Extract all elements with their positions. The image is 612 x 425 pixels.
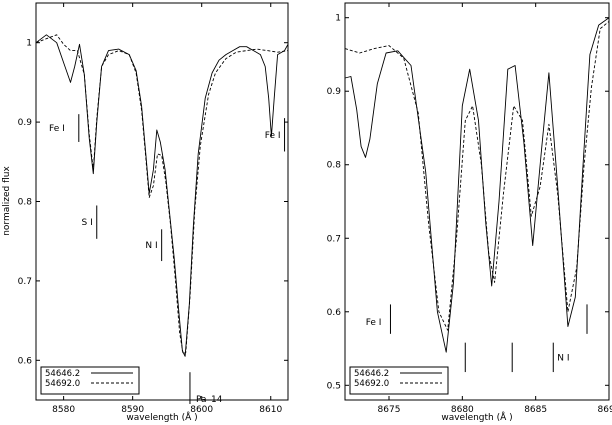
right-legend-entry-label: 54646.2 (354, 369, 389, 379)
right-series-line-solid (344, 17, 610, 353)
right-plot-frame (344, 2, 610, 401)
right-y-tick-label: 0.5 (327, 381, 341, 391)
right-x-tick-label: 8675 (378, 405, 401, 415)
left-x-tick-label: 8580 (52, 405, 75, 415)
left-y-tick-label: 0.9 (18, 118, 33, 128)
left-y-tick-label: 0.7 (18, 277, 32, 287)
right-y-tick-label: 0.7 (327, 234, 341, 244)
left-y-tick-label: 0.8 (18, 198, 33, 208)
left-legend-entry-label: 54692.0 (45, 379, 80, 389)
left-x-axis-label: wavelength (Å ) (126, 411, 197, 423)
left-series-line-dashed (35, 34, 289, 355)
left-y-tick-label: 1 (26, 39, 32, 49)
left-legend-box (40, 366, 140, 395)
left-x-tick-label: 8610 (259, 405, 282, 415)
right-y-tick-label: 0.9 (327, 87, 342, 97)
left-annotation-label: Pa–14 (196, 395, 223, 405)
left-y-axis-label: normalized flux (2, 166, 12, 236)
right-y-tick-label: 0.6 (327, 308, 342, 318)
right-y-tick-label: 0.8 (327, 161, 342, 171)
right-annotation-label: N I (557, 353, 569, 363)
left-y-tick-label: 0.6 (18, 356, 33, 366)
left-axis-ticks: 8580 8590 8600 8610 0.6 0.7 0.8 0.9 1 (18, 3, 288, 415)
right-series-lines (344, 17, 610, 353)
left-x-tick-label: 8600 (190, 405, 213, 415)
left-x-tick-label: 8590 (121, 405, 144, 415)
right-x-tick-label: 8685 (524, 405, 547, 415)
right-legend-entry-label: 54692.0 (354, 379, 389, 389)
left-annotation-label: S I (82, 218, 93, 228)
left-plot-frame (35, 2, 289, 401)
left-series-line-solid (35, 34, 289, 357)
left-annotation-label: Fe I (49, 124, 65, 134)
left-annotation-label: N I (145, 241, 157, 251)
left-series-lines (35, 34, 289, 357)
right-x-tick-label: 8680 (451, 405, 474, 415)
right-y-tick-label: 1 (335, 14, 341, 24)
left-annotation-label: Fe I (265, 131, 281, 141)
right-line-annotations: Fe I N I (366, 304, 588, 373)
left-legend-entry-label: 54646.2 (45, 369, 80, 379)
left-spectrum-panel: 8580 8590 8600 8610 0.6 0.7 0.8 0.9 1 Fe I S I N I… (2, 2, 289, 423)
right-x-axis-label: wavelength (Å ) (441, 411, 512, 423)
right-series-line-dashed (344, 21, 610, 331)
left-line-annotations: Fe I S I N I Fe I Pa–14 (49, 114, 286, 405)
right-annotation-label: Fe I (366, 318, 382, 328)
right-legend-box (349, 366, 449, 395)
